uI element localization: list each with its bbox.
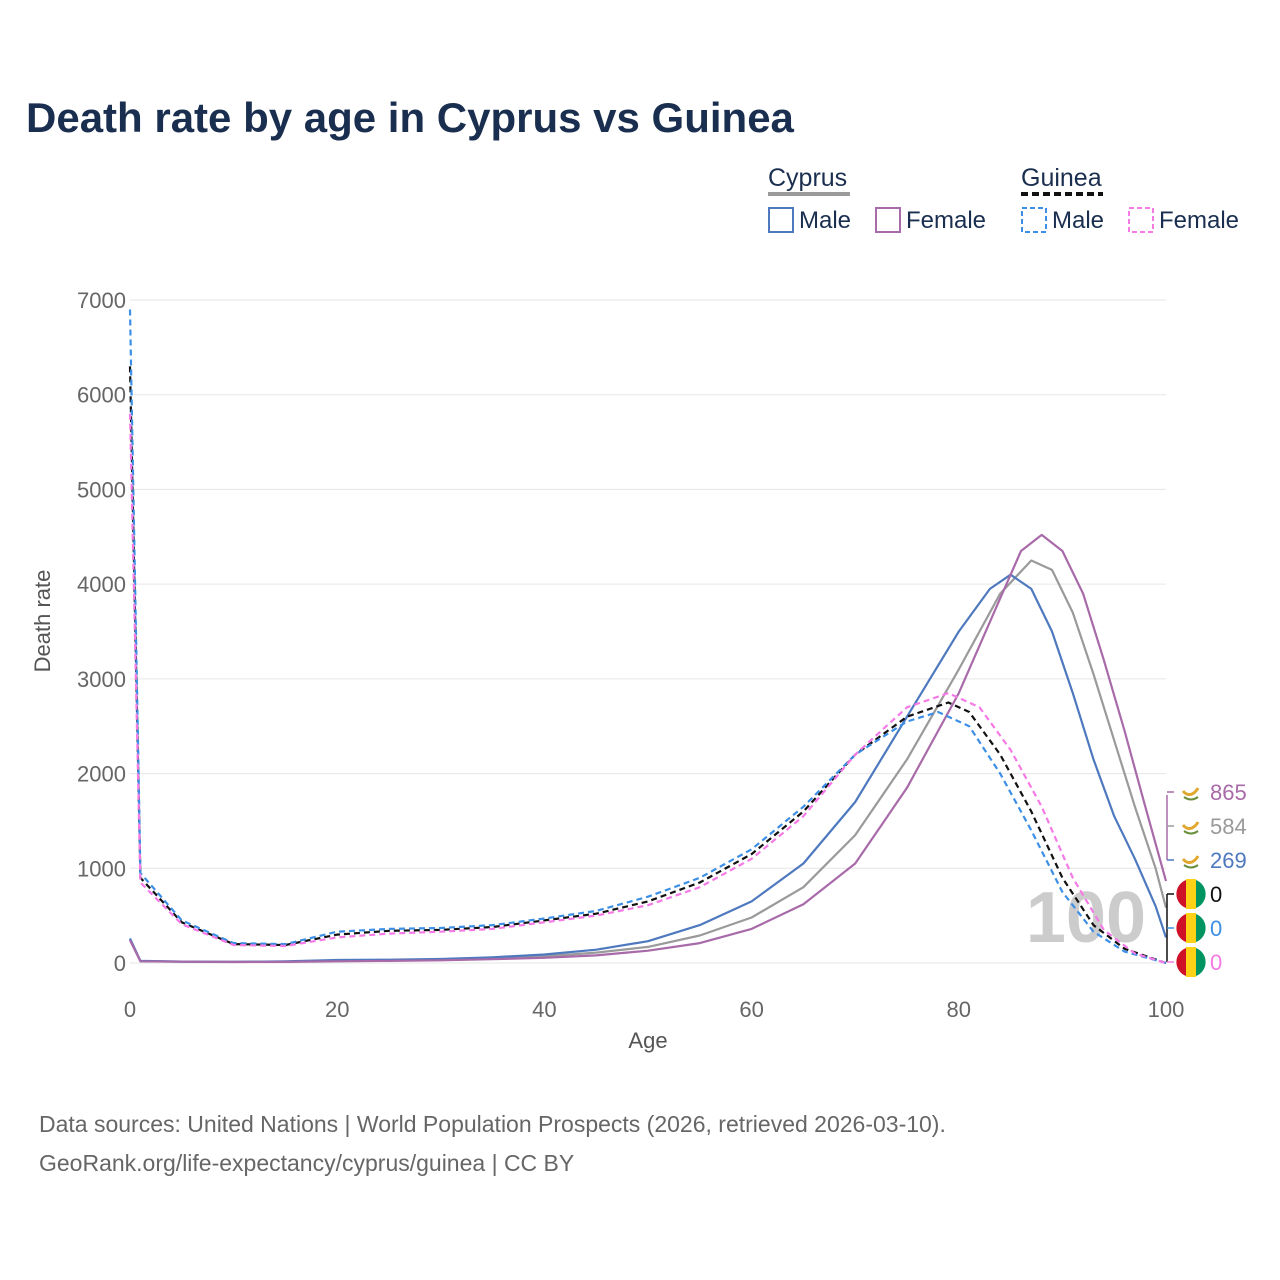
series-line-cyprus-total[interactable] <box>129 559 1168 963</box>
legend-cyprus-male-swatch[interactable] <box>768 207 794 233</box>
chart-title: Death rate by age in Cyprus vs Guinea <box>26 94 795 141</box>
guinea-flag-red-icon <box>1176 880 1186 908</box>
end-label-guinea-total: 0 <box>1167 879 1222 909</box>
end-label-value: 865 <box>1210 780 1247 805</box>
guinea-flag-green-icon <box>1196 880 1206 908</box>
end-label-guinea-female: 0 <box>1167 947 1222 977</box>
x-tick-label: 40 <box>532 997 556 1022</box>
y-tick-label: 0 <box>114 951 126 976</box>
guinea-flag-red-icon <box>1176 914 1186 942</box>
y-axis-ticks: 0 1000 2000 3000 4000 5000 6000 7000 <box>77 288 126 976</box>
legend-guinea-male-label[interactable]: Male <box>1052 207 1104 234</box>
end-label-value: 0 <box>1210 916 1222 941</box>
series-line-guinea-male[interactable] <box>128 309 1167 965</box>
guinea-flag-green-icon <box>1196 948 1206 976</box>
legend: Cyprus Male Female Guinea Male Female <box>768 164 1239 234</box>
cyprus-flag-olive-icon <box>1183 830 1199 835</box>
y-tick-label: 2000 <box>77 762 126 787</box>
guinea-flag-green-icon <box>1196 914 1206 942</box>
x-axis-label: Age <box>628 1028 667 1053</box>
end-label-cyprus-male: 269 <box>1167 847 1247 873</box>
cyprus-flag-olive-icon <box>1183 864 1199 869</box>
x-tick-label: 80 <box>947 997 971 1022</box>
legend-cyprus-male-label[interactable]: Male <box>799 207 851 234</box>
x-tick-label: 20 <box>325 997 349 1022</box>
x-axis-ticks: 0 20 40 60 80 100 <box>124 997 1184 1022</box>
end-label-value: 0 <box>1210 950 1222 975</box>
guinea-flag-yellow-icon <box>1186 879 1196 909</box>
x-tick-label: 0 <box>124 997 136 1022</box>
legend-cyprus-female-swatch[interactable] <box>875 207 901 233</box>
cyprus-flag-olive-icon <box>1183 796 1199 801</box>
legend-guinea-heading: Guinea <box>1021 164 1102 192</box>
series-line-cyprus-male[interactable] <box>129 573 1168 963</box>
y-tick-label: 1000 <box>77 856 126 881</box>
x-tick-label: 60 <box>739 997 763 1022</box>
series-lines <box>128 309 1168 965</box>
end-label-value: 0 <box>1210 882 1222 907</box>
guinea-flag-yellow-icon <box>1186 947 1196 977</box>
end-label-value: 584 <box>1210 814 1247 839</box>
cyprus-flag-island-icon <box>1181 787 1200 797</box>
grid <box>130 299 1166 964</box>
end-labels: 865 584 269 0 0 0 <box>1167 779 1247 977</box>
end-label-cyprus-female: 865 <box>1167 779 1247 805</box>
legend-cyprus-female-label[interactable]: Female <box>906 207 986 234</box>
watermark-age: 100 <box>1026 878 1146 958</box>
series-line-guinea-female[interactable] <box>128 413 1167 965</box>
y-tick-label: 4000 <box>77 572 126 597</box>
legend-guinea-female-swatch[interactable] <box>1128 207 1154 233</box>
cyprus-flag-island-icon <box>1181 855 1200 865</box>
source-line-1: Data sources: United Nations | World Pop… <box>39 1111 946 1137</box>
legend-guinea-female-label[interactable]: Female <box>1159 207 1239 234</box>
legend-group-guinea: Guinea Male Female <box>1021 164 1239 234</box>
y-axis-label: Death rate <box>30 570 55 673</box>
y-tick-label: 7000 <box>77 288 126 313</box>
legend-cyprus-heading: Cyprus <box>768 164 847 192</box>
cyprus-flag-island-icon <box>1181 821 1200 831</box>
y-tick-label: 5000 <box>77 477 126 502</box>
legend-group-cyprus: Cyprus Male Female <box>768 164 986 234</box>
guinea-flag-yellow-icon <box>1186 913 1196 943</box>
x-tick-label: 100 <box>1148 997 1185 1022</box>
legend-guinea-male-swatch[interactable] <box>1021 207 1047 233</box>
end-label-guinea-male: 0 <box>1167 913 1222 943</box>
end-label-cyprus-total: 584 <box>1167 813 1247 839</box>
y-tick-label: 3000 <box>77 667 126 692</box>
source-line-2[interactable]: GeoRank.org/life-expectancy/cyprus/guine… <box>39 1150 574 1176</box>
end-label-value: 269 <box>1210 848 1247 873</box>
guinea-flag-red-icon <box>1176 948 1186 976</box>
series-line-guinea-total[interactable] <box>128 366 1167 965</box>
y-tick-label: 6000 <box>77 383 126 408</box>
series-line-cyprus-female[interactable] <box>129 533 1168 964</box>
